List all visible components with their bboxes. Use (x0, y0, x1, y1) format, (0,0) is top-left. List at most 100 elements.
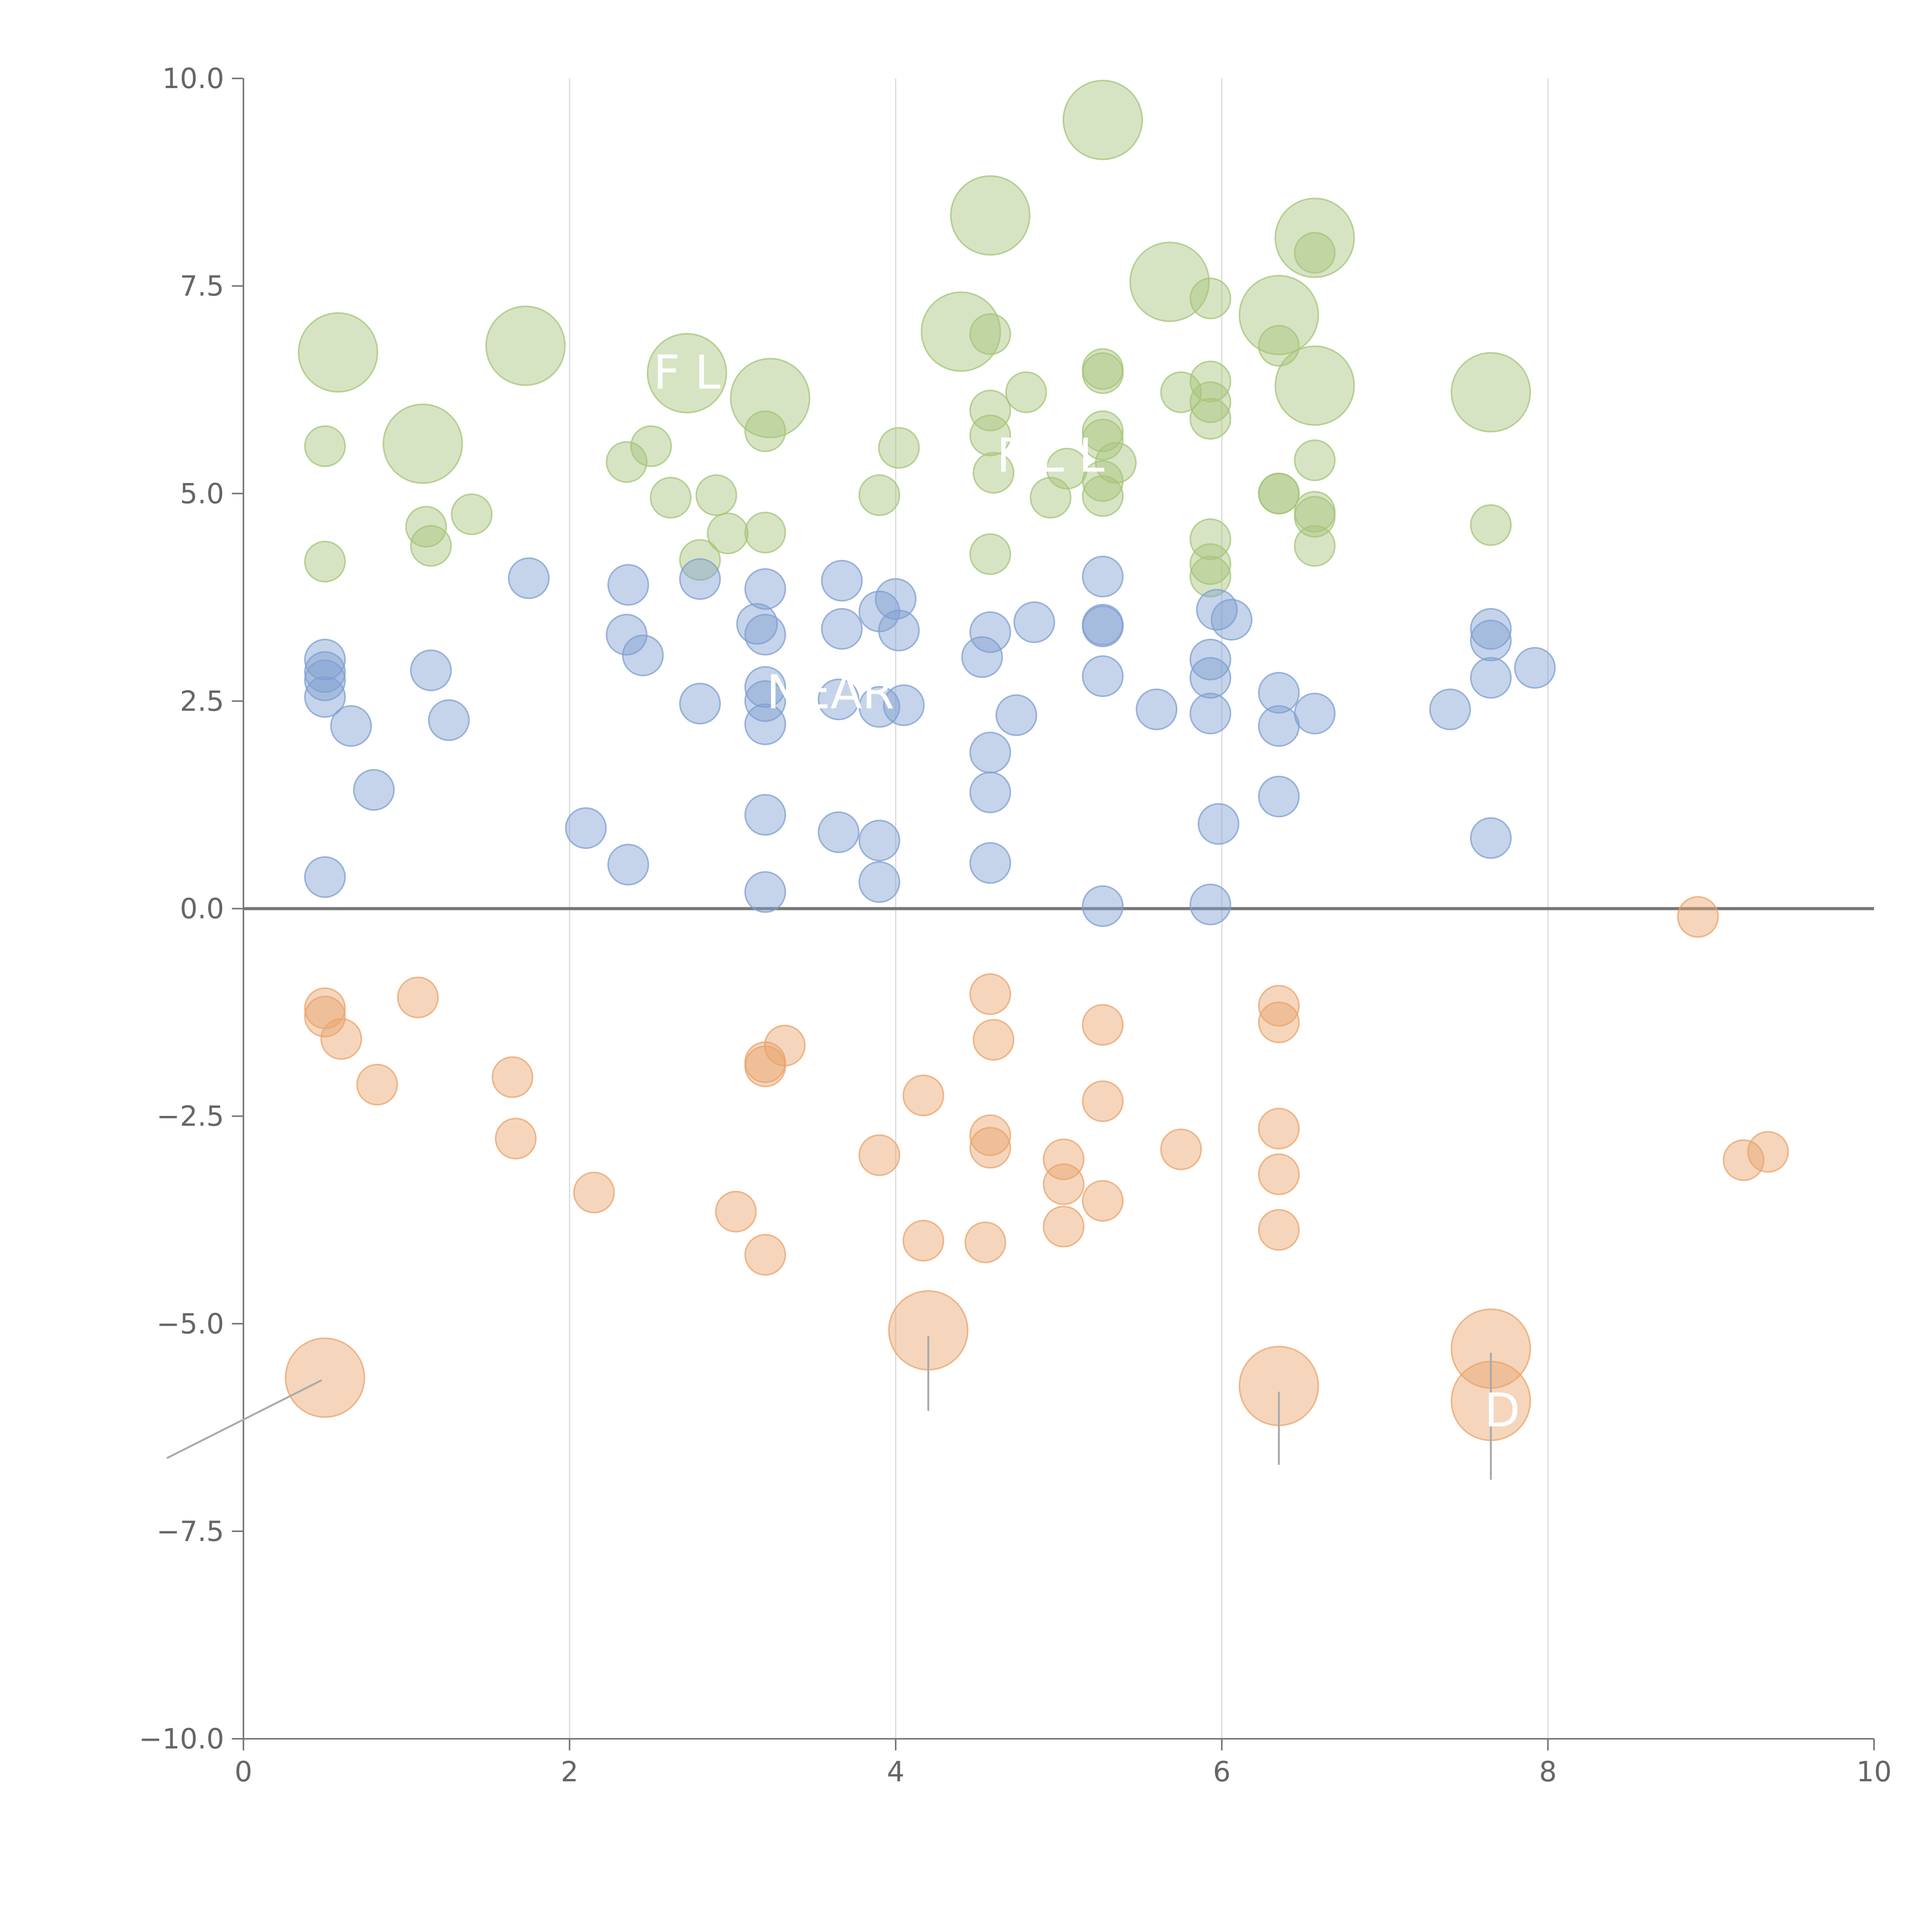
data-point (605, 614, 648, 656)
data-point (1747, 1131, 1789, 1173)
data-point (1470, 619, 1512, 662)
data-point (875, 578, 917, 620)
y-tick-label: 2.5 (180, 685, 224, 717)
data-point (1189, 398, 1231, 440)
data-point (969, 973, 1011, 1015)
data-point (744, 680, 786, 722)
data-point (1470, 817, 1512, 859)
data-point (715, 1190, 757, 1233)
data-point (304, 541, 346, 583)
data-point (679, 539, 721, 581)
data-point (428, 699, 470, 741)
data-point (902, 1074, 944, 1116)
data-point (969, 731, 1011, 774)
data-point (1470, 504, 1512, 546)
x-tick-label: 6 (1213, 1755, 1231, 1788)
data-point (1258, 672, 1300, 714)
data-point (858, 686, 900, 728)
data-point (995, 694, 1037, 736)
y-tick-label: −2.5 (156, 1100, 224, 1133)
data-point (1258, 705, 1300, 747)
data-point (1082, 1004, 1124, 1046)
data-point (1470, 657, 1512, 699)
data-point (1189, 883, 1231, 925)
data-point (304, 995, 346, 1037)
leader-line (166, 1379, 322, 1459)
x-tick-label: 8 (1539, 1755, 1557, 1788)
data-point (1043, 1138, 1085, 1180)
leader-lines (166, 1336, 1492, 1480)
data-point (973, 452, 1015, 494)
data-point (744, 666, 786, 708)
data-point (744, 614, 786, 656)
data-point (304, 659, 346, 701)
data-point (650, 476, 692, 519)
data-point (858, 1134, 900, 1176)
data-point (858, 861, 900, 903)
data-point (969, 771, 1011, 813)
data-point (969, 414, 1011, 456)
data-point (1294, 692, 1336, 735)
data-point (1062, 80, 1143, 160)
data-point (878, 427, 920, 469)
data-point (878, 609, 920, 651)
data-point (622, 634, 664, 677)
x-tick-label: 2 (561, 1755, 578, 1788)
data-point (1189, 381, 1231, 423)
data-point (1258, 776, 1300, 818)
data-point (964, 1221, 1007, 1264)
data-point (1238, 275, 1319, 355)
data-point (1429, 688, 1471, 730)
data-point (821, 608, 863, 650)
annotation-label: D (1485, 1384, 1520, 1437)
data-point (1129, 242, 1210, 322)
data-point (304, 651, 346, 693)
data-point (1451, 352, 1531, 433)
data-point (605, 441, 648, 483)
data-point (1258, 1153, 1300, 1196)
data-point (1189, 556, 1231, 598)
data-point (1258, 985, 1300, 1027)
data-point (818, 811, 860, 853)
data-point (744, 1234, 786, 1276)
data-point (1082, 605, 1124, 648)
data-point (285, 1337, 365, 1418)
data-point (485, 305, 566, 386)
data-point (969, 313, 1011, 355)
annotation-label: F L (653, 346, 721, 400)
data-point (1160, 371, 1202, 413)
data-point (744, 794, 786, 836)
data-point (744, 703, 786, 745)
data-point (330, 705, 372, 747)
data-point (858, 820, 900, 862)
data-point (969, 611, 1011, 653)
y-tick-label: −7.5 (156, 1515, 224, 1548)
data-point (744, 568, 786, 610)
data-point (410, 525, 452, 567)
y-tick-label: 10.0 (162, 62, 224, 95)
data-point (495, 1117, 537, 1160)
data-point (1258, 473, 1300, 515)
data-point (969, 1114, 1011, 1156)
y-tick-label: 7.5 (180, 270, 224, 302)
data-point (320, 1018, 362, 1060)
y-tick-label: 5.0 (180, 477, 224, 510)
data-point (1197, 803, 1240, 845)
data-point (1470, 608, 1512, 650)
scatter-points (285, 80, 1789, 1441)
data-point (492, 1056, 534, 1098)
data-point (630, 425, 672, 467)
data-point (1082, 1080, 1124, 1122)
data-point (1189, 518, 1231, 560)
data-point (707, 512, 749, 554)
data-point (969, 533, 1011, 575)
data-point (298, 312, 378, 393)
data-point (1294, 232, 1336, 274)
data-point (1136, 688, 1178, 730)
data-point (383, 403, 463, 484)
data-point (858, 474, 900, 516)
data-point (1082, 1180, 1124, 1222)
data-point (821, 560, 863, 602)
data-point (961, 636, 1003, 678)
data-point (508, 557, 550, 599)
